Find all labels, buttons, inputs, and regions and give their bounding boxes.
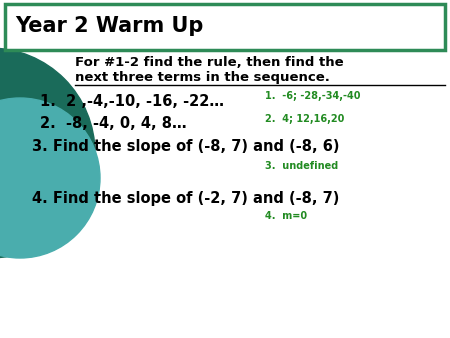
Text: 4.  m=0: 4. m=0 <box>265 211 307 221</box>
Text: 3.  undefined: 3. undefined <box>265 161 338 171</box>
FancyBboxPatch shape <box>5 4 445 50</box>
Text: Year 2 Warm Up: Year 2 Warm Up <box>15 16 203 36</box>
Circle shape <box>0 48 95 258</box>
Text: 2.  4; 12,16,20: 2. 4; 12,16,20 <box>265 114 344 124</box>
Text: next three terms in the sequence.: next three terms in the sequence. <box>75 71 330 83</box>
Text: 1.  2 ,-4,-10, -16, -22…: 1. 2 ,-4,-10, -16, -22… <box>40 94 224 108</box>
Text: For #1-2 find the rule, then find the: For #1-2 find the rule, then find the <box>75 55 344 69</box>
Text: 3. Find the slope of (-8, 7) and (-8, 6): 3. Find the slope of (-8, 7) and (-8, 6) <box>32 140 339 154</box>
Text: 4. Find the slope of (-2, 7) and (-8, 7): 4. Find the slope of (-2, 7) and (-8, 7) <box>32 191 339 206</box>
Text: 1.  -6; -28,-34,-40: 1. -6; -28,-34,-40 <box>265 91 360 101</box>
Circle shape <box>0 98 100 258</box>
Text: 2.  -8, -4, 0, 4, 8…: 2. -8, -4, 0, 4, 8… <box>40 117 187 131</box>
